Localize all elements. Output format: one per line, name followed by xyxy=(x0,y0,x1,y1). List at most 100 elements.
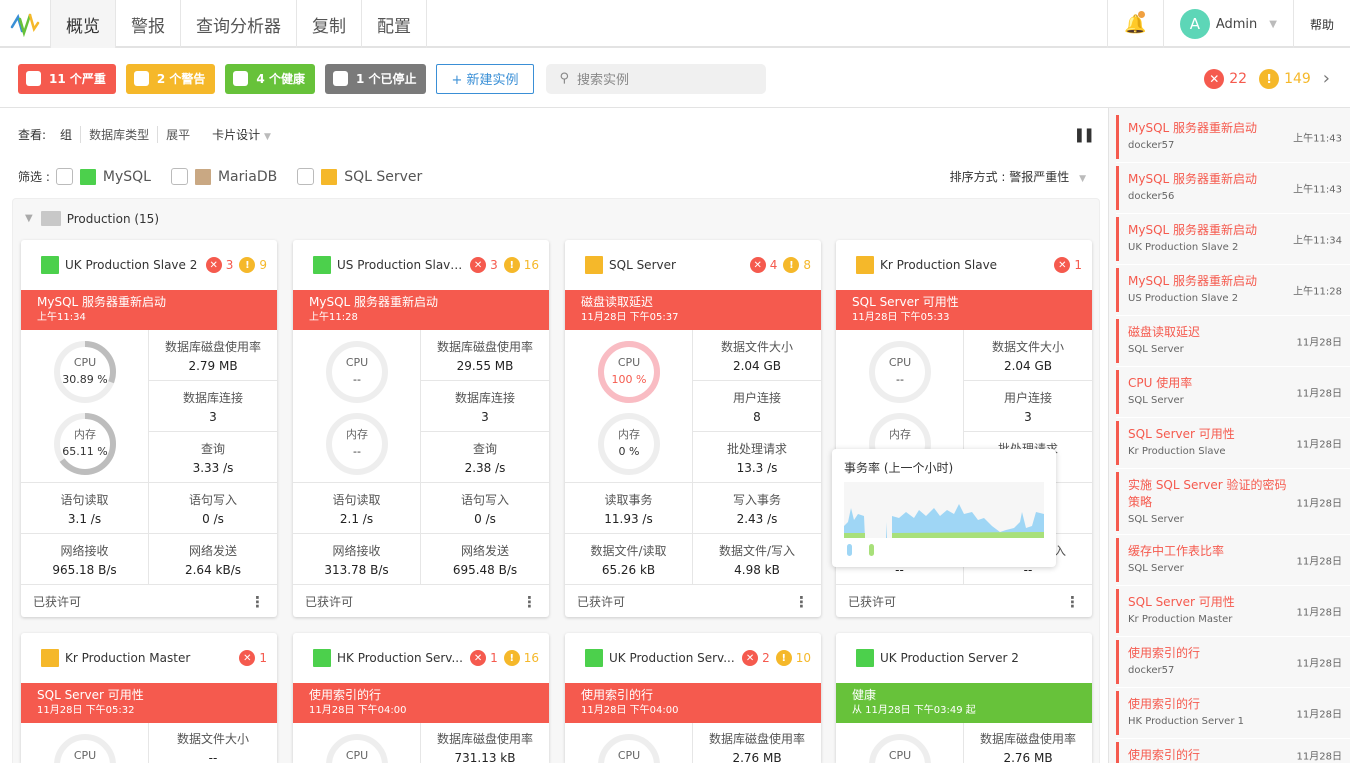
instance-card[interactable]: UK Production Server 2 健康从 11月28日 下午03:49… xyxy=(836,633,1092,763)
sqlserver-checkbox[interactable] xyxy=(297,168,315,185)
metric[interactable]: 数据库磁盘使用率 2.79 MB xyxy=(149,330,277,381)
alert-item[interactable]: MySQL 服务器重新启动 docker57 上午11:43 xyxy=(1116,112,1350,163)
metric[interactable]: 数据库磁盘使用率 29.55 MB xyxy=(421,330,549,381)
error-badge[interactable]: ✕ 3 xyxy=(205,257,233,273)
error-badge[interactable]: ✕ 1 xyxy=(1054,257,1082,273)
alert-item[interactable]: MySQL 服务器重新启动 UK Production Slave 2 上午11:3… xyxy=(1116,214,1350,265)
tab-2[interactable]: 查询分析器 xyxy=(180,0,296,48)
app-logo[interactable] xyxy=(0,0,50,48)
alert-item[interactable]: 使用索引的行 HK Production Server 1 11月28日 xyxy=(1116,688,1350,739)
metric[interactable]: 网络接收 313.78 B/s xyxy=(293,534,421,585)
alert-item[interactable]: 缓存中工作表比率 SQL Server 11月28日 xyxy=(1116,535,1350,586)
metric[interactable]: 数据文件/写入 4.98 kB xyxy=(693,534,821,585)
tab-3[interactable]: 复制 xyxy=(296,0,361,48)
metric[interactable]: 用户连接 8 xyxy=(693,381,821,432)
tab-1[interactable]: 警报 xyxy=(115,0,180,48)
notifications-button[interactable]: 🔔 xyxy=(1107,0,1162,48)
instance-card[interactable]: SQL Server ✕ 4! 8 磁盘读取延迟 11月28日 下午05:37 CPU 100… xyxy=(565,240,821,617)
alert-counts[interactable]: ✕ 22 ! 149 › xyxy=(1204,68,1330,89)
metric[interactable]: 数据库磁盘使用率 2.76 MB xyxy=(693,723,821,763)
status-band[interactable]: SQL Server 可用性 11月28日 下午05:33 xyxy=(836,290,1092,330)
error-badge[interactable]: ✕ 3 xyxy=(470,257,498,273)
status-band[interactable]: 使用索引的行 11月28日 下午04:00 xyxy=(293,683,549,723)
warning-badge[interactable]: ! 10 xyxy=(775,650,811,666)
new-instance-button[interactable]: + 新建实例 xyxy=(436,63,534,94)
metric[interactable]: 语句读取 2.1 /s xyxy=(293,483,421,534)
metric[interactable]: 查询 3.33 /s xyxy=(149,432,277,483)
metric[interactable]: 数据库磁盘使用率 2.76 MB xyxy=(964,723,1092,763)
more-menu-icon[interactable]: ⋮ xyxy=(250,592,265,611)
alert-item[interactable]: MySQL 服务器重新启动 docker56 上午11:43 xyxy=(1116,163,1350,214)
warning-badge[interactable]: ! 16 xyxy=(503,257,539,273)
status-band[interactable]: 使用索引的行 11月28日 下午04:00 xyxy=(565,683,821,723)
instance-card[interactable]: UK Production Slave 2 ✕ 3! 9 MySQL 服务器重新启动 上午… xyxy=(21,240,277,617)
card-header[interactable]: Kr Production Master ✕ 1 xyxy=(21,633,277,683)
error-badge[interactable]: ✕ 4 xyxy=(749,257,777,273)
alert-item[interactable]: 使用索引的行 docker57 11月28日 xyxy=(1116,637,1350,688)
instance-card[interactable]: US Production Slave 2 ✕ 3! 16 MySQL 服务器重新启动上… xyxy=(293,240,549,617)
collapse-icon[interactable]: ▼ xyxy=(25,213,33,224)
help-link[interactable]: 帮助 xyxy=(1292,0,1350,48)
mariadb-checkbox[interactable] xyxy=(170,168,188,185)
metric[interactable]: 数据文件大小 -- xyxy=(149,723,277,763)
alert-item[interactable]: MySQL 服务器重新启动 US Production Slave 2 上午11:2… xyxy=(1116,265,1350,316)
status-band[interactable]: 磁盘读取延迟 11月28日 下午05:37 xyxy=(565,290,821,330)
metric[interactable]: 查询 2.38 /s xyxy=(421,432,549,483)
checkbox[interactable] xyxy=(332,71,348,86)
pause-icon[interactable]: ❚❚ xyxy=(1073,126,1096,143)
view-group[interactable]: 组 xyxy=(52,126,82,143)
card-header[interactable]: UK Production Server 2 xyxy=(836,633,1092,683)
instance-card[interactable]: UK Production Serv... ✕ 2! 10 使用索引的行 11月28日 下… xyxy=(565,633,821,763)
checkbox[interactable] xyxy=(233,71,249,86)
status-filter-pill[interactable]: 4 个健康 xyxy=(225,63,315,94)
alert-item[interactable]: 实施 SQL Server 验证的密码策略 SQL Server 11月28日 xyxy=(1116,469,1350,535)
warning-badge[interactable]: ! 8 xyxy=(783,257,811,273)
more-menu-icon[interactable]: ⋮ xyxy=(1065,592,1080,611)
status-filter-pill[interactable]: 1 个已停止 xyxy=(324,63,427,94)
instance-card[interactable]: HK Production Serv... ✕ 1! 16 使用索引的行 11月28日 下… xyxy=(293,633,549,763)
metric[interactable]: 语句读取 3.1 /s xyxy=(21,483,149,534)
alert-item[interactable]: 磁盘读取延迟 SQL Server 11月28日 xyxy=(1116,316,1350,367)
status-filter-pill[interactable]: 11 个严重 xyxy=(18,63,116,94)
card-header[interactable]: US Production Slave 2 ✕ 3! 16 xyxy=(293,240,549,290)
metric[interactable]: 数据文件大小 2.04 GB xyxy=(693,330,821,381)
error-badge[interactable]: ✕ 1 xyxy=(470,650,498,666)
card-header[interactable]: SQL Server ✕ 4! 8 xyxy=(565,240,821,290)
card-design-dropdown[interactable]: 卡片设计 ▼ xyxy=(212,128,271,142)
card-header[interactable]: Kr Production Slave ✕ 1 xyxy=(836,240,1092,290)
search-input[interactable]: ⚲ 搜索实例 xyxy=(545,63,766,94)
metric[interactable]: 写入事务 2.43 /s xyxy=(693,483,821,534)
metric[interactable]: 数据文件大小 2.04 GB xyxy=(964,330,1092,381)
view-flat[interactable]: 展平 xyxy=(166,128,191,142)
metric[interactable]: 网络接收 965.18 B/s xyxy=(21,534,149,585)
metric[interactable]: 数据文件/读取 65.26 kB xyxy=(565,534,693,585)
group-header[interactable]: ▼ Production (15) xyxy=(25,211,159,226)
checkbox[interactable] xyxy=(133,71,149,86)
card-header[interactable]: UK Production Slave 2 ✕ 3! 9 xyxy=(21,240,277,290)
alert-item[interactable]: 使用索引的行 11月28日 xyxy=(1116,739,1350,763)
user-menu[interactable]: A Admin ▼ xyxy=(1162,0,1293,48)
metric[interactable]: 数据库连接 3 xyxy=(421,381,549,432)
warning-badge[interactable]: ! 16 xyxy=(503,650,539,666)
status-band[interactable]: MySQL 服务器重新启动 上午11:28 xyxy=(293,290,549,330)
alert-item[interactable]: SQL Server 可用性 Kr Production Slave 11月28日 xyxy=(1116,418,1350,469)
status-filter-pill[interactable]: 2 个警告 xyxy=(125,63,216,94)
error-badge[interactable]: ✕ 2 xyxy=(742,650,770,666)
metric[interactable]: 数据库磁盘使用率 731.13 kB xyxy=(421,723,549,763)
alert-item[interactable]: SQL Server 可用性 Kr Production Master 11月28日 xyxy=(1116,586,1350,637)
metric[interactable]: 用户连接 3 xyxy=(964,381,1092,432)
metric[interactable]: 批处理请求 13.3 /s xyxy=(693,432,821,483)
tab-0[interactable]: 概览 xyxy=(50,0,115,48)
card-header[interactable]: HK Production Serv... ✕ 1! 16 xyxy=(293,633,549,683)
instance-card[interactable]: Kr Production Master ✕ 1 SQL Server 可用性 11月2… xyxy=(21,633,277,763)
metric[interactable]: 语句写入 0 /s xyxy=(149,483,277,534)
more-menu-icon[interactable]: ⋮ xyxy=(522,592,537,611)
mysql-checkbox[interactable] xyxy=(55,168,73,185)
metric[interactable]: 数据库连接 3 xyxy=(149,381,277,432)
card-header[interactable]: UK Production Serv... ✕ 2! 10 xyxy=(565,633,821,683)
view-db-type[interactable]: 数据库类型 xyxy=(81,126,159,143)
metric[interactable]: 读取事务 11.93 /s xyxy=(565,483,693,534)
error-badge[interactable]: ✕ 1 xyxy=(239,650,267,666)
status-band[interactable]: MySQL 服务器重新启动 上午11:34 xyxy=(21,290,277,330)
metric[interactable]: 语句写入 0 /s xyxy=(421,483,549,534)
